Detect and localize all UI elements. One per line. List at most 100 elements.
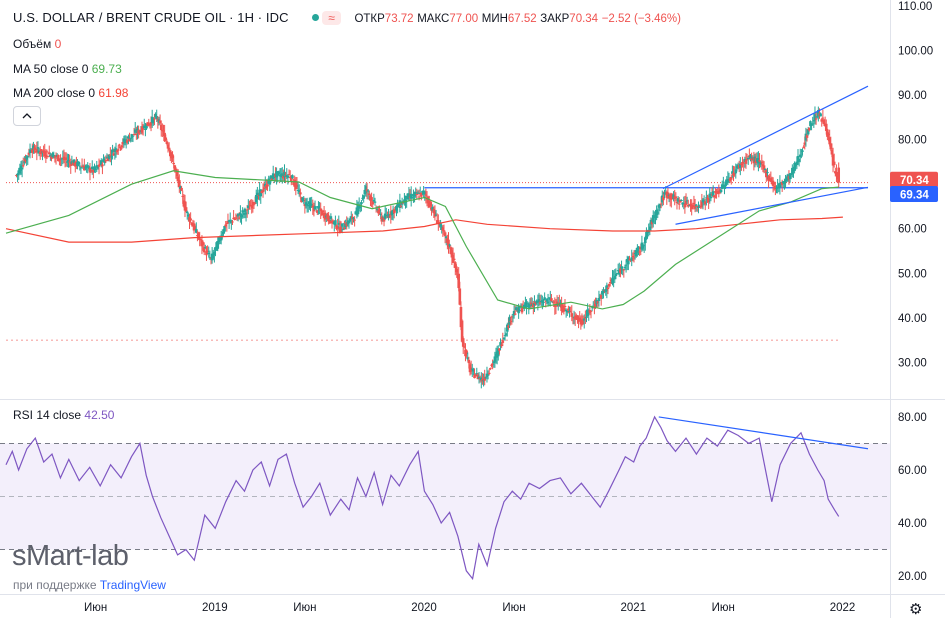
candle-body bbox=[692, 203, 696, 205]
candle-body bbox=[398, 200, 402, 209]
candle-body bbox=[164, 137, 168, 141]
candle-body bbox=[149, 122, 153, 126]
candle-body bbox=[297, 189, 301, 193]
candle-body bbox=[655, 209, 658, 215]
candle-body bbox=[96, 165, 100, 169]
candle-body bbox=[465, 350, 468, 355]
chevron-up-icon bbox=[22, 113, 32, 119]
candle-body bbox=[522, 304, 526, 309]
time-tick-label: 2021 bbox=[620, 602, 646, 614]
candle-body bbox=[193, 226, 197, 230]
candle-body bbox=[417, 196, 421, 198]
time-tick-label: 2022 bbox=[830, 602, 856, 614]
candle-body bbox=[286, 175, 290, 178]
symbol-title[interactable]: U.S. DOLLAR / BRENT CRUDE OIL · 1H · IDC bbox=[13, 10, 289, 25]
candle-body bbox=[517, 305, 520, 314]
candle-body bbox=[750, 158, 753, 161]
watermark-sub-brand[interactable]: TradingView bbox=[99, 578, 166, 592]
candle-body bbox=[217, 236, 221, 243]
candle-body bbox=[543, 297, 546, 300]
candle-body bbox=[92, 169, 95, 173]
candle-body bbox=[112, 153, 116, 156]
candle-body bbox=[644, 237, 647, 244]
candle-body bbox=[567, 308, 570, 311]
candle-body bbox=[144, 128, 147, 130]
candle-body bbox=[483, 376, 487, 381]
candle-body bbox=[420, 192, 423, 197]
candle-body bbox=[329, 216, 333, 220]
candle-body bbox=[155, 116, 159, 120]
gear-icon[interactable]: ⚙ bbox=[909, 601, 923, 618]
candle-body bbox=[180, 187, 183, 191]
candle-body bbox=[129, 137, 132, 139]
candle-body bbox=[336, 226, 339, 229]
candle-body bbox=[645, 232, 648, 240]
candle-body bbox=[620, 266, 623, 269]
candle-body bbox=[50, 155, 53, 159]
change-value: −2.52 (−3.46%) bbox=[601, 13, 681, 25]
candle-body bbox=[677, 203, 681, 205]
candle-body bbox=[199, 239, 203, 241]
candle-body bbox=[570, 313, 574, 317]
candle-body bbox=[766, 172, 769, 174]
candle-body bbox=[711, 191, 715, 197]
legend-ma50[interactable]: MA 50 close 0 69.73 bbox=[13, 62, 122, 76]
candle-body bbox=[630, 257, 634, 261]
candle-body bbox=[490, 364, 493, 366]
candle-body bbox=[837, 167, 841, 183]
candle-body bbox=[413, 192, 416, 197]
candle-body bbox=[273, 177, 276, 179]
candle-body bbox=[373, 201, 377, 203]
candle-body bbox=[651, 215, 655, 223]
candle-body bbox=[589, 310, 593, 312]
candle-body bbox=[342, 229, 345, 231]
candle-body bbox=[202, 247, 206, 253]
compare-pill[interactable]: ≈ bbox=[322, 11, 341, 25]
legend-volume[interactable]: Объём 0 bbox=[13, 37, 61, 51]
candle-body bbox=[638, 251, 641, 253]
candle-body bbox=[127, 136, 130, 139]
legend-ma200[interactable]: MA 200 close 0 61.98 bbox=[13, 86, 128, 100]
candle-body bbox=[742, 162, 746, 164]
candle-body bbox=[594, 303, 597, 307]
ma50-label: MA 50 close 0 bbox=[13, 62, 89, 76]
candle-body bbox=[36, 147, 40, 149]
candle-body bbox=[578, 317, 582, 320]
candle-body bbox=[132, 134, 136, 136]
candle-body bbox=[267, 178, 270, 184]
candle-body bbox=[806, 129, 810, 135]
candle-body bbox=[820, 119, 824, 122]
candle-body bbox=[247, 205, 250, 209]
candle-body bbox=[571, 317, 575, 319]
open-label: ОТКР bbox=[354, 13, 385, 25]
candle-body bbox=[484, 377, 488, 379]
candle-body bbox=[103, 160, 106, 164]
candle-body bbox=[819, 113, 822, 117]
candle-body bbox=[814, 118, 818, 120]
candle-body bbox=[585, 316, 588, 318]
candle-body bbox=[265, 185, 268, 189]
time-tick-label: 2020 bbox=[411, 602, 437, 614]
candle-body bbox=[78, 165, 82, 167]
candle-body bbox=[185, 211, 189, 214]
legend-rsi[interactable]: RSI 14 close 42.50 bbox=[13, 408, 114, 422]
candle-body bbox=[452, 258, 456, 261]
candle-body bbox=[174, 168, 178, 173]
candle-body bbox=[152, 118, 155, 124]
collapse-legend-button[interactable] bbox=[13, 106, 41, 126]
candle-body bbox=[568, 310, 571, 312]
candle-body bbox=[541, 300, 544, 303]
candle-body bbox=[614, 273, 618, 277]
candle-body bbox=[262, 187, 266, 190]
candle-body bbox=[266, 184, 269, 187]
candle-body bbox=[414, 191, 418, 194]
candle-body bbox=[126, 140, 129, 143]
candle-body bbox=[213, 251, 216, 255]
candle-body bbox=[767, 176, 770, 182]
candle-body bbox=[778, 182, 782, 188]
candle-body bbox=[728, 178, 732, 182]
candle-body bbox=[115, 150, 119, 153]
candle-body bbox=[106, 158, 110, 162]
candle-body bbox=[685, 200, 689, 202]
